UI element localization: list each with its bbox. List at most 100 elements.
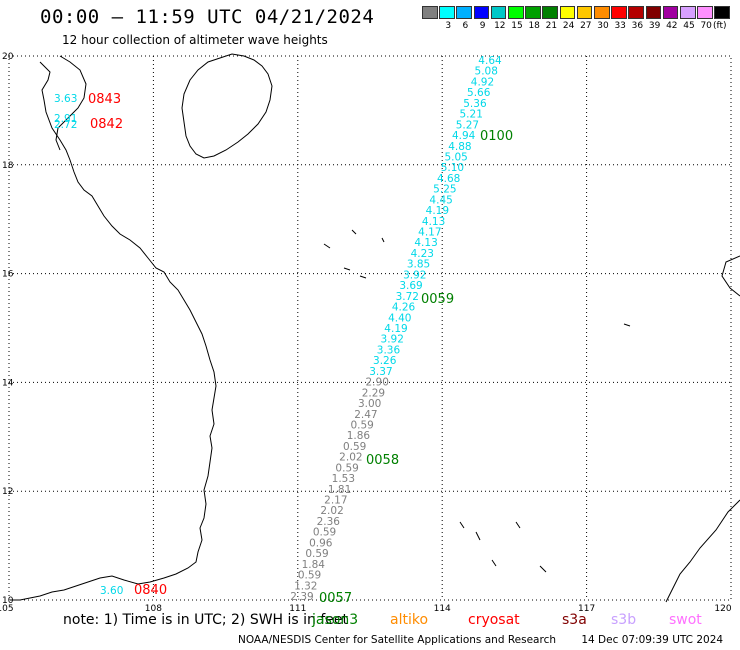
wave-height-value: 4.13 xyxy=(422,216,445,228)
colorbar-swatch xyxy=(628,6,644,19)
wave-height-value: 4.19 xyxy=(426,205,449,217)
colorbar-label: 15 xyxy=(511,21,523,31)
colorbar-label: 12 xyxy=(494,21,506,31)
borneo-coastline xyxy=(665,499,740,603)
wave-height-value: 1.32 xyxy=(294,580,317,592)
wave-height-value: 4.64 xyxy=(478,55,502,67)
latitude-tick-label: 18 xyxy=(2,161,14,171)
paracel-islands xyxy=(323,229,385,279)
altimeter-track-main: 4.645.084.925.665.365.215.274.944.885.05… xyxy=(290,55,513,606)
wave-height-value: 4.92 xyxy=(471,76,494,88)
altimeter-track-southwest: 3.60 0840 xyxy=(100,583,167,598)
colorbar-swatch xyxy=(508,6,524,19)
colorbar-label: 6 xyxy=(462,21,469,31)
longitude-tick-label: 105 xyxy=(0,604,14,614)
altimeter-track-northwest: 3.63 2.912.72 0843 0842 xyxy=(54,92,123,132)
latitude-tick-label: 16 xyxy=(2,270,14,280)
map-border xyxy=(8,55,732,601)
wave-height-value: 5.10 xyxy=(441,162,464,174)
colorbar-swatch xyxy=(490,6,507,19)
page-subtitle: 12 hour collection of altimeter wave hei… xyxy=(62,33,328,47)
wave-height-value: 4.23 xyxy=(411,248,434,260)
colorbar-swatch xyxy=(439,6,455,19)
wave-height-value: 0.59 xyxy=(335,462,358,474)
wave-height-value: 2.17 xyxy=(324,495,347,507)
footer-credit: NOAA/NESDIS Center for Satellite Applica… xyxy=(238,634,723,646)
wave-height-value: 4.68 xyxy=(437,173,460,185)
wave-height-value: 1.86 xyxy=(347,430,371,442)
satellite-legend-s3a: s3a xyxy=(562,612,587,628)
wave-height-value: 5.27 xyxy=(456,119,479,131)
wave-height-value: 2.39 xyxy=(290,591,313,603)
vietnam-coastline xyxy=(10,61,217,601)
colorbar-label: 27 xyxy=(580,21,592,31)
colorbar-label: 70 xyxy=(700,21,712,31)
wave-height-value: 3.72 xyxy=(396,291,419,303)
satellite-legend-altiko: altiko xyxy=(390,612,429,628)
satellite-legend-jason3: jason3 xyxy=(312,612,359,628)
wave-height-value: 2.90 xyxy=(366,377,389,389)
pass-time-label: 0059 xyxy=(421,292,454,307)
wave-height-value: 0.59 xyxy=(305,548,328,560)
wave-height-value: 2.02 xyxy=(339,452,362,464)
wave-height-value: 5.25 xyxy=(433,184,456,196)
hainan-island-outline xyxy=(181,53,273,159)
philippines-coastline xyxy=(721,255,740,297)
wave-height-value: 3.26 xyxy=(373,355,397,367)
longitude-tick-label: 117 xyxy=(578,604,595,614)
colorbar-label: 39 xyxy=(648,21,661,31)
colorbar-label: 30 xyxy=(597,21,609,31)
colorbar-swatch xyxy=(645,6,662,19)
graticule: 105 108 111 114 117 120 20 18 16 14 12 10 xyxy=(0,52,732,614)
pass-time-label: 0842 xyxy=(90,117,123,132)
pass-time-label: 0058 xyxy=(366,453,399,468)
latitude-tick-label: 10 xyxy=(2,596,14,606)
wave-height-value: 5.21 xyxy=(460,109,483,121)
wave-height-value: 3.37 xyxy=(369,366,392,378)
wave-height-value: 5.36 xyxy=(463,98,487,110)
pass-time-label: 0840 xyxy=(134,583,167,598)
wave-height-value: 3.85 xyxy=(407,259,430,271)
coastline xyxy=(10,53,740,603)
colorbar-swatch xyxy=(714,6,730,19)
wave-height-value: 3.36 xyxy=(377,344,401,356)
wave-height-value: 4.19 xyxy=(384,323,407,335)
generation-timestamp: 14 Dec 07:09:39 UTC 2024 xyxy=(581,634,724,646)
wave-height-value: 2.29 xyxy=(362,387,385,399)
pass-time-label: 0057 xyxy=(319,591,352,606)
colorbar-label: 42 xyxy=(666,21,678,31)
wave-height-value: 2.36 xyxy=(317,516,341,528)
colorbar-swatch xyxy=(525,6,541,19)
units-note: note: 1) Time is in UTC; 2) SWH is in fe… xyxy=(63,612,349,628)
wave-height-value: 0.59 xyxy=(350,419,373,431)
wave-height-value: 2.91 xyxy=(54,113,77,125)
credit-text: NOAA/NESDIS Center for Satellite Applica… xyxy=(238,634,556,646)
wave-height-value: 5.08 xyxy=(475,66,498,78)
satellite-legend-swot: swot xyxy=(669,612,702,628)
colorbar-swatch xyxy=(559,6,576,19)
wave-height-value: 5.05 xyxy=(444,151,467,163)
pass-time-label: 0843 xyxy=(88,92,121,107)
colorbar-swatch xyxy=(473,6,490,19)
latitude-tick-label: 20 xyxy=(2,52,14,62)
satellite-legend-s3b: s3b xyxy=(611,612,637,628)
colorbar-label: 18 xyxy=(528,21,540,31)
wave-height-value: 3.69 xyxy=(399,280,422,292)
wave-height-value: 3.63 xyxy=(54,93,77,105)
colorbar-label: 24 xyxy=(562,21,575,31)
longitude-tick-label: 111 xyxy=(289,604,306,614)
wave-height-value: 0.59 xyxy=(343,441,366,453)
wave-height-value: 1.53 xyxy=(332,473,355,485)
wave-height-value: 0.59 xyxy=(313,527,336,539)
page-title: 00:00 – 11:59 UTC 04/21/2024 xyxy=(40,6,375,28)
spratly-islands xyxy=(459,323,631,573)
wave-height-value: 3.00 xyxy=(358,398,381,410)
wave-height-value: 3.92 xyxy=(381,334,404,346)
colorbar-label: 45 xyxy=(683,21,695,31)
wave-height-value: 4.45 xyxy=(429,194,452,206)
latitude-tick-label: 12 xyxy=(2,487,13,497)
wave-height-value: 4.40 xyxy=(388,312,411,324)
wave-height-value: 0.59 xyxy=(298,570,321,582)
satellite-legend-cryosat: cryosat xyxy=(468,612,520,628)
